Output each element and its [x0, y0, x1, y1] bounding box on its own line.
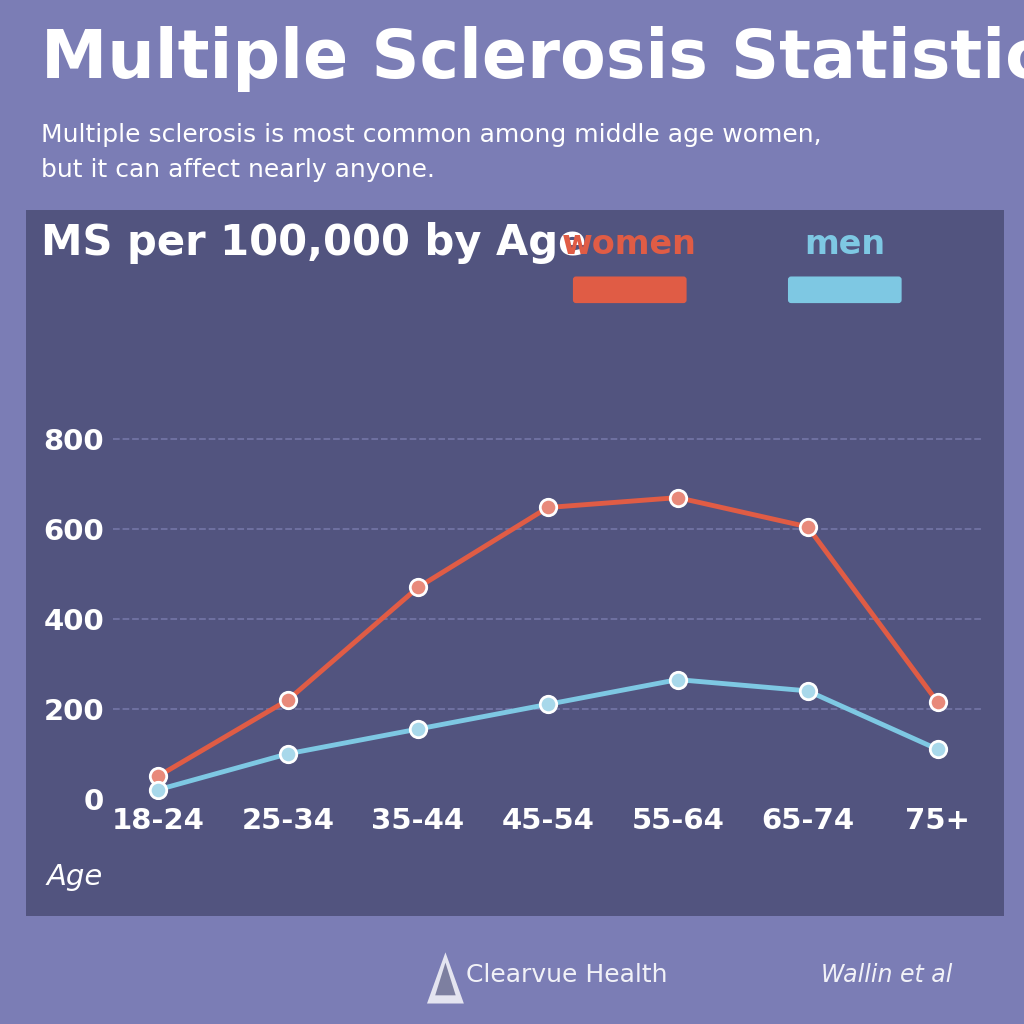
Point	[670, 489, 686, 506]
Point	[280, 745, 296, 762]
Point	[150, 781, 166, 798]
Point	[410, 721, 426, 737]
Point	[150, 768, 166, 784]
Point	[930, 694, 946, 711]
Text: MS per 100,000 by Age: MS per 100,000 by Age	[41, 222, 587, 264]
Text: women: women	[562, 228, 697, 261]
Point	[800, 683, 816, 699]
Point	[540, 500, 556, 516]
Text: Age: Age	[46, 863, 102, 891]
Text: Multiple Sclerosis Statistics: Multiple Sclerosis Statistics	[41, 26, 1024, 91]
Point	[670, 672, 686, 688]
Text: Clearvue Health: Clearvue Health	[466, 963, 668, 987]
Point	[800, 518, 816, 535]
Point	[930, 741, 946, 758]
Text: Multiple sclerosis is most common among middle age women,
but it can affect near: Multiple sclerosis is most common among …	[41, 123, 821, 182]
Point	[410, 580, 426, 596]
Text: men: men	[804, 228, 886, 261]
Point	[280, 691, 296, 708]
Point	[540, 696, 556, 713]
Text: Wallin et al: Wallin et al	[821, 963, 952, 987]
